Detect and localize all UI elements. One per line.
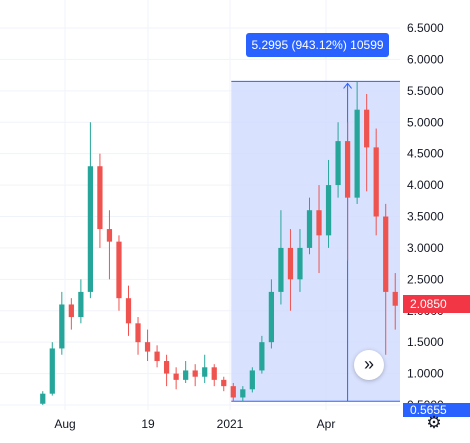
candle-body — [364, 109, 370, 148]
candle-body — [297, 247, 303, 280]
candle-body — [249, 370, 255, 390]
candle-body — [230, 386, 236, 398]
time-axis-label: Aug — [54, 417, 75, 431]
measure-range-arrowhead — [343, 82, 352, 89]
candle-body — [392, 291, 398, 306]
price-axis-label: 3.0000 — [407, 241, 444, 255]
candle-body — [49, 348, 55, 394]
time-axis-label: 2021 — [217, 417, 244, 431]
candle-body — [87, 166, 94, 292]
candle-body — [240, 389, 246, 398]
candle-body — [173, 373, 179, 380]
double-chevron-right-icon: » — [363, 354, 374, 374]
candle-body — [259, 342, 265, 371]
candle-body — [325, 185, 332, 236]
measure-badge: 5.2995 (943.12%) 10599 — [246, 33, 389, 57]
price-axis-label: 5.5000 — [407, 84, 444, 98]
candle-body — [306, 210, 313, 248]
candle-body — [383, 216, 389, 292]
price-axis-label: 1.0000 — [407, 367, 444, 381]
candle-body — [68, 304, 74, 318]
candle-body — [354, 109, 360, 198]
time-axis-label: 19 — [141, 417, 155, 431]
last-price-tag: 2.0850 — [403, 295, 470, 313]
candle-body — [116, 241, 122, 299]
scroll-to-realtime-button[interactable]: » — [354, 350, 384, 380]
candle-body — [144, 342, 151, 352]
gear-icon: ⚙ — [426, 413, 442, 432]
candle-body — [344, 141, 351, 198]
price-axis-label: 6.5000 — [407, 21, 444, 35]
candle-body — [202, 367, 208, 377]
candle-body — [278, 247, 284, 292]
candle-body — [268, 291, 275, 343]
price-axis-label: 5.0000 — [407, 115, 444, 129]
candle-body — [316, 210, 322, 236]
candle-body — [78, 291, 84, 318]
price-axis-label: 4.5000 — [407, 147, 444, 161]
price-axis-label: 1.5000 — [407, 335, 444, 349]
candle-body — [211, 367, 217, 380]
candle-body — [163, 361, 170, 374]
chart-settings-button[interactable]: ⚙ — [424, 413, 444, 433]
price-axis-label: 6.0000 — [407, 52, 444, 66]
price-axis-label: 4.0000 — [407, 178, 444, 192]
candlestick-series — [40, 81, 398, 405]
candle-body — [373, 147, 379, 217]
candle-body — [335, 141, 341, 186]
range-low-label: 0.5655 — [410, 403, 447, 417]
price-axis: 0.50001.00001.50002.00002.50003.00003.50… — [403, 21, 470, 417]
candle-body — [135, 323, 141, 343]
time-axis-label: Apr — [317, 417, 336, 431]
candle-body — [59, 304, 65, 349]
price-axis-label: 2.5000 — [407, 272, 444, 286]
candle-body — [192, 370, 198, 377]
candle-body — [97, 166, 103, 230]
price-axis-label: 3.5000 — [407, 210, 444, 224]
range-low-tag — [403, 403, 470, 417]
candle-body — [125, 298, 132, 324]
candle-body — [221, 379, 227, 387]
candle-body — [154, 351, 160, 362]
candle-body — [106, 229, 113, 242]
candle-body — [40, 393, 46, 404]
time-axis: Aug 19 2021 Apr — [54, 417, 335, 431]
candle-body — [183, 370, 189, 380]
candle-body — [287, 247, 294, 280]
